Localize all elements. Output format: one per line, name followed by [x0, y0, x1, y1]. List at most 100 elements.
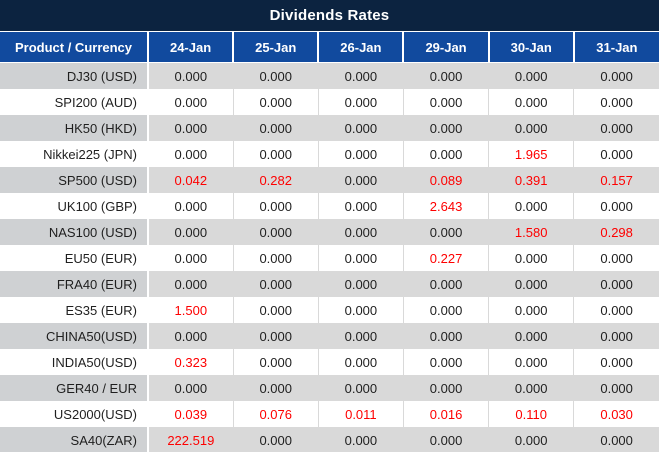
value-cell: 0.000	[148, 245, 234, 271]
value-cell: 0.000	[232, 349, 319, 375]
value-cell: 0.000	[488, 271, 574, 297]
value-cell: 0.323	[148, 349, 234, 375]
value-cell: 0.391	[488, 167, 574, 193]
product-cell: SPI200 (AUD)	[0, 89, 149, 115]
value-cell: 0.000	[148, 219, 234, 245]
column-header-24-jan: 24-Jan	[146, 32, 234, 63]
table-row: SP500 (USD) 0.042 0.282 0.000 0.089 0.391 0.15…	[0, 167, 659, 193]
table-row: SA40(ZAR) 222.519 0.000 0.000 0.000 0.000 0.00…	[0, 427, 659, 452]
value-cell: 0.000	[232, 271, 319, 297]
value-cell: 0.000	[402, 323, 489, 349]
value-cell: 0.000	[317, 427, 404, 452]
value-cell: 0.000	[402, 427, 489, 452]
value-cell: 0.000	[573, 89, 659, 115]
table-row: NAS100 (USD) 0.000 0.000 0.000 0.000 1.580 0.2…	[0, 219, 659, 245]
product-cell: UK100 (GBP)	[0, 193, 149, 219]
value-cell: 0.000	[573, 349, 659, 375]
product-cell: INDIA50(USD)	[0, 349, 149, 375]
value-cell: 0.000	[317, 193, 404, 219]
value-cell: 0.000	[488, 427, 574, 452]
value-cell: 0.000	[573, 297, 659, 323]
value-cell: 0.000	[402, 375, 489, 401]
value-cell: 0.000	[573, 141, 659, 167]
value-cell: 0.000	[317, 271, 404, 297]
value-cell: 0.000	[488, 115, 574, 141]
value-cell: 0.000	[317, 323, 404, 349]
value-cell: 0.000	[232, 62, 319, 89]
value-cell: 0.089	[402, 167, 489, 193]
value-cell: 0.000	[148, 62, 234, 89]
value-cell: 0.000	[148, 141, 234, 167]
table-row: CHINA50(USD) 0.000 0.000 0.000 0.000 0.000 0.0…	[0, 323, 659, 349]
value-cell: 0.000	[232, 89, 319, 115]
column-header-31-jan: 31-Jan	[572, 32, 659, 63]
table-row: HK50 (HKD) 0.000 0.000 0.000 0.000 0.000 0.000	[0, 115, 659, 141]
value-cell: 0.000	[317, 115, 404, 141]
value-cell: 0.000	[488, 245, 574, 271]
value-cell: 0.000	[317, 62, 404, 89]
product-cell: SP500 (USD)	[0, 167, 149, 193]
value-cell: 0.000	[488, 323, 574, 349]
table-row: INDIA50(USD) 0.323 0.000 0.000 0.000 0.000 0.0…	[0, 349, 659, 375]
value-cell: 0.000	[317, 141, 404, 167]
value-cell: 0.000	[148, 89, 234, 115]
value-cell: 0.000	[402, 219, 489, 245]
table-row: SPI200 (AUD) 0.000 0.000 0.000 0.000 0.000 0.0…	[0, 89, 659, 115]
product-cell: CHINA50(USD)	[0, 323, 149, 349]
table-row: Nikkei225 (JPN) 0.000 0.000 0.000 0.000 1.965…	[0, 141, 659, 167]
product-cell: EU50 (EUR)	[0, 245, 149, 271]
value-cell: 0.039	[148, 401, 234, 427]
value-cell: 0.298	[573, 219, 659, 245]
value-cell: 0.000	[488, 193, 574, 219]
value-cell: 0.000	[148, 323, 234, 349]
value-cell: 0.000	[573, 323, 659, 349]
value-cell: 0.076	[232, 401, 319, 427]
value-cell: 0.000	[148, 375, 234, 401]
value-cell: 0.000	[148, 115, 234, 141]
product-cell: DJ30 (USD)	[0, 62, 149, 89]
table-row: ES35 (EUR) 1.500 0.000 0.000 0.000 0.000 0.000	[0, 297, 659, 323]
value-cell: 0.000	[317, 349, 404, 375]
table-title: Dividends Rates	[0, 0, 659, 32]
value-cell: 0.000	[488, 62, 574, 89]
product-cell: US2000(USD)	[0, 401, 149, 427]
dividends-rates-table: Product / Currency 24-Jan 25-Jan 26-Jan 29-…	[0, 32, 659, 452]
value-cell: 0.227	[402, 245, 489, 271]
value-cell: 0.000	[402, 271, 489, 297]
value-cell: 1.500	[148, 297, 234, 323]
value-cell: 0.000	[573, 245, 659, 271]
value-cell: 0.000	[573, 375, 659, 401]
table-row: DJ30 (USD) 0.000 0.000 0.000 0.000 0.000 0.000	[0, 62, 659, 89]
value-cell: 0.000	[148, 271, 234, 297]
table-row: EU50 (EUR) 0.000 0.000 0.000 0.227 0.000 0.000	[0, 245, 659, 271]
value-cell: 0.000	[232, 375, 319, 401]
value-cell: 0.000	[402, 297, 489, 323]
value-cell: 0.042	[148, 167, 234, 193]
value-cell: 0.000	[573, 193, 659, 219]
value-cell: 222.519	[148, 427, 234, 452]
table-body: DJ30 (USD) 0.000 0.000 0.000 0.000 0.000 0.000…	[0, 62, 659, 452]
value-cell: 0.000	[573, 427, 659, 452]
product-cell: Nikkei225 (JPN)	[0, 141, 149, 167]
value-cell: 0.000	[573, 115, 659, 141]
value-cell: 0.000	[402, 115, 489, 141]
value-cell: 0.000	[402, 141, 489, 167]
table-row: GER40 / EUR 0.000 0.000 0.000 0.000 0.000 0.00…	[0, 375, 659, 401]
value-cell: 0.030	[573, 401, 659, 427]
value-cell: 0.000	[488, 375, 574, 401]
value-cell: 0.282	[232, 167, 319, 193]
value-cell: 1.965	[488, 141, 574, 167]
value-cell: 0.000	[317, 297, 404, 323]
value-cell: 0.000	[317, 219, 404, 245]
value-cell: 0.000	[573, 271, 659, 297]
product-cell: GER40 / EUR	[0, 375, 149, 401]
table-header-row: Product / Currency 24-Jan 25-Jan 26-Jan 29-…	[0, 32, 659, 63]
value-cell: 0.000	[232, 245, 319, 271]
value-cell: 0.000	[317, 375, 404, 401]
value-cell: 0.000	[232, 297, 319, 323]
value-cell: 0.016	[402, 401, 489, 427]
value-cell: 0.000	[317, 89, 404, 115]
value-cell: 0.000	[148, 193, 234, 219]
product-currency-header: Product / Currency	[0, 32, 148, 63]
